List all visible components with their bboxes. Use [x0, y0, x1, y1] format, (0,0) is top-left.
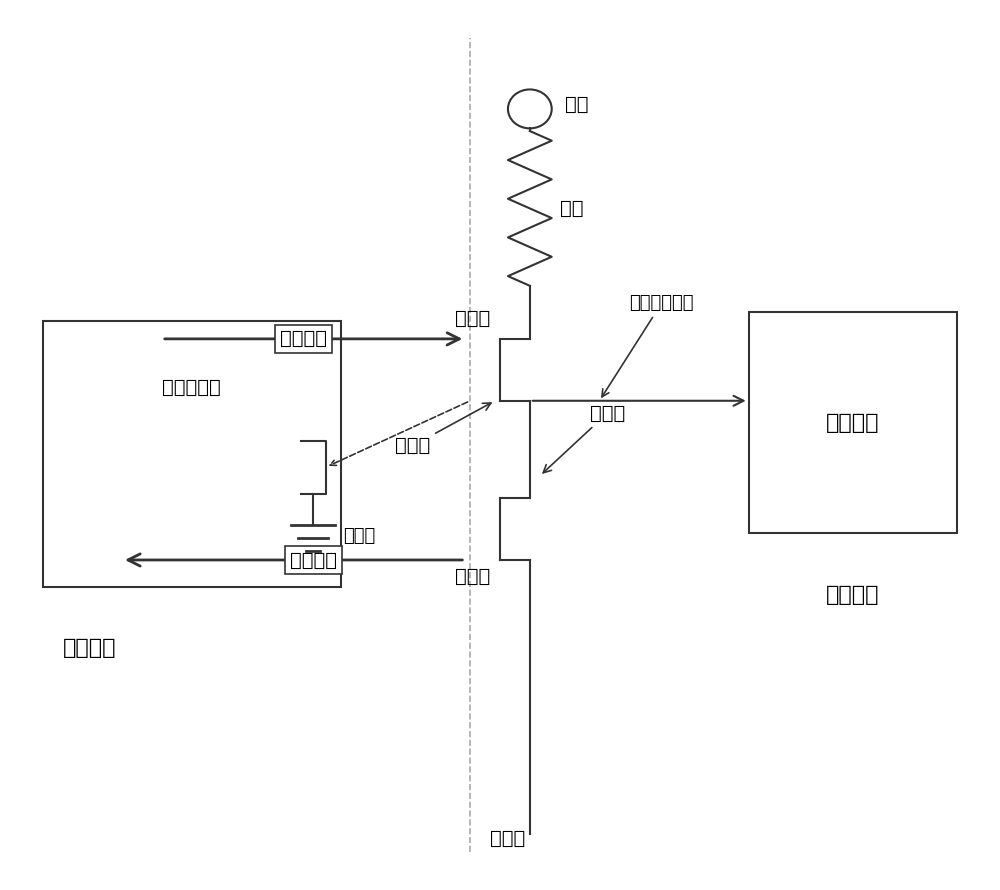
- Text: 低电平: 低电平: [395, 403, 491, 455]
- Text: 单板拔出: 单板拔出: [290, 551, 337, 570]
- Text: 插拔的单板: 插拔的单板: [162, 378, 221, 397]
- Text: 高电平: 高电平: [543, 404, 625, 473]
- Text: 单板地: 单板地: [343, 527, 375, 545]
- Text: 连接器: 连接器: [490, 829, 525, 848]
- Bar: [749, 312, 957, 533]
- Text: 主控单元: 主控单元: [826, 413, 880, 433]
- Bar: [43, 321, 341, 587]
- Text: 单板插入: 单板插入: [280, 329, 327, 348]
- Text: 低电平: 低电平: [455, 567, 490, 586]
- Text: 电源: 电源: [565, 95, 588, 114]
- Text: 电阵: 电阵: [560, 198, 583, 218]
- Text: 第二单板: 第二单板: [826, 586, 880, 605]
- Text: 单板在位信号: 单板在位信号: [602, 295, 694, 397]
- Text: 第一单板: 第一单板: [62, 638, 116, 659]
- Text: 高电平: 高电平: [455, 309, 490, 328]
